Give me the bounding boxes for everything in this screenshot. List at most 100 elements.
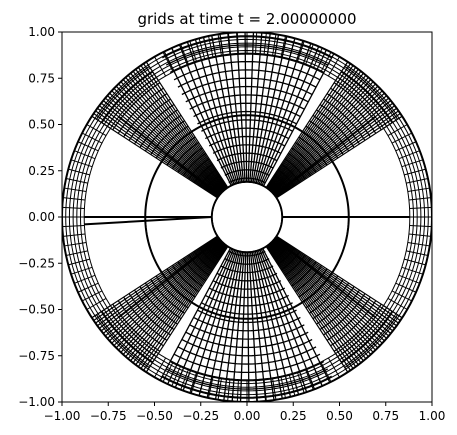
fan-ray bbox=[236, 32, 246, 182]
annulus-ray bbox=[74, 150, 96, 160]
dense-arc bbox=[291, 147, 317, 173]
wedge-edge bbox=[274, 237, 376, 319]
annulus-ray bbox=[404, 258, 426, 266]
fan-arc bbox=[228, 177, 266, 184]
dense-ray bbox=[276, 235, 403, 319]
y-tick-label: −0.25 bbox=[18, 256, 55, 270]
annulus-ray bbox=[407, 241, 430, 247]
annulus-ray bbox=[296, 371, 305, 394]
dense-arc bbox=[177, 261, 203, 287]
y-tick-label: 0.75 bbox=[28, 71, 55, 85]
annulus-ray bbox=[65, 178, 88, 184]
fan-arc bbox=[177, 69, 317, 88]
annulus-ray bbox=[367, 92, 385, 109]
fan-arc bbox=[216, 152, 278, 162]
fan-arc bbox=[173, 353, 321, 374]
annulus-ray bbox=[355, 337, 372, 355]
inner-hub bbox=[212, 182, 282, 252]
annulus-ray bbox=[296, 40, 305, 63]
fan-ray bbox=[260, 46, 320, 185]
fan-arc bbox=[228, 250, 266, 257]
annulus-ray bbox=[74, 274, 96, 284]
x-tick-label: 0.50 bbox=[326, 409, 353, 423]
annulus-ray bbox=[349, 343, 364, 362]
annulus-ray bbox=[398, 150, 420, 160]
dense-arc bbox=[333, 82, 382, 131]
annulus-ray bbox=[227, 378, 231, 402]
annulus-ray bbox=[102, 100, 121, 115]
annulus-ray bbox=[65, 250, 88, 256]
annulus-ray bbox=[320, 51, 332, 73]
dense-ray bbox=[91, 235, 218, 319]
annulus-ray bbox=[145, 61, 159, 81]
annulus-ray bbox=[236, 32, 239, 55]
outer-circle bbox=[62, 32, 432, 402]
annulus-ray bbox=[327, 56, 340, 77]
dense-arc bbox=[134, 104, 175, 145]
dense-arc bbox=[291, 261, 317, 287]
fan-ray bbox=[244, 32, 248, 182]
annulus-ray bbox=[373, 319, 392, 334]
dense-arc bbox=[295, 142, 322, 169]
fan-ray bbox=[214, 251, 242, 400]
dense-arc bbox=[298, 136, 328, 166]
annulus-ray bbox=[102, 319, 121, 334]
annulus-ray bbox=[409, 225, 432, 228]
annulus-ray bbox=[406, 178, 429, 184]
y-tick-label: −1.00 bbox=[18, 395, 55, 409]
annulus-ray bbox=[109, 92, 127, 109]
annulus-ray bbox=[280, 376, 286, 399]
dense-ray bbox=[265, 246, 349, 373]
dense-arc bbox=[333, 303, 382, 352]
fan-ray bbox=[227, 32, 245, 183]
fan-arc bbox=[173, 60, 321, 81]
annulus-ray bbox=[271, 34, 277, 57]
annulus-ray bbox=[401, 266, 424, 275]
annulus-ray bbox=[236, 379, 239, 402]
dense-arc bbox=[112, 303, 161, 352]
annulus-ray bbox=[86, 124, 107, 137]
fan-ray bbox=[171, 47, 234, 186]
wedge-edge bbox=[274, 115, 376, 197]
annulus-ray bbox=[378, 107, 397, 122]
y-tick-label: −0.50 bbox=[18, 303, 55, 317]
annulus-ray bbox=[406, 250, 429, 256]
fan-ray bbox=[174, 249, 234, 388]
dense-arc bbox=[117, 87, 164, 134]
annulus-ray bbox=[62, 233, 86, 237]
annulus-ray bbox=[62, 225, 85, 228]
left-slant-line bbox=[84, 216, 212, 226]
annulus-ray bbox=[288, 38, 296, 60]
dense-arc bbox=[166, 136, 196, 166]
annulus-ray bbox=[349, 72, 364, 91]
y-tick-label: 0.25 bbox=[28, 164, 55, 178]
annulus-ray bbox=[342, 67, 357, 86]
annulus-ray bbox=[320, 361, 332, 383]
annulus-ray bbox=[180, 368, 190, 390]
fan-ray bbox=[257, 40, 304, 184]
annulus-ray bbox=[327, 357, 340, 378]
dense-arc bbox=[123, 296, 168, 341]
annulus-ray bbox=[81, 132, 103, 144]
x-tick-label: −1.00 bbox=[44, 409, 81, 423]
dense-arc bbox=[139, 286, 178, 325]
dense-arc bbox=[155, 125, 189, 159]
fan-ray bbox=[261, 49, 327, 186]
annulus-ray bbox=[342, 348, 357, 367]
annulus-ray bbox=[130, 72, 145, 91]
annulus-ray bbox=[91, 115, 111, 129]
fan-ray bbox=[257, 250, 308, 393]
dense-arc bbox=[155, 275, 189, 309]
fan-ray bbox=[253, 36, 288, 183]
annulus-ray bbox=[373, 100, 392, 115]
annulus-ray bbox=[70, 266, 93, 275]
dense-arc bbox=[280, 250, 301, 271]
dense-arc bbox=[172, 265, 199, 292]
annulus-ray bbox=[97, 312, 116, 327]
fan-ray bbox=[254, 251, 292, 397]
fan-ray bbox=[246, 252, 250, 402]
fan-ray bbox=[251, 251, 275, 401]
fan-arc bbox=[189, 324, 305, 340]
annulus-ray bbox=[361, 85, 379, 103]
dense-arc bbox=[298, 268, 328, 298]
